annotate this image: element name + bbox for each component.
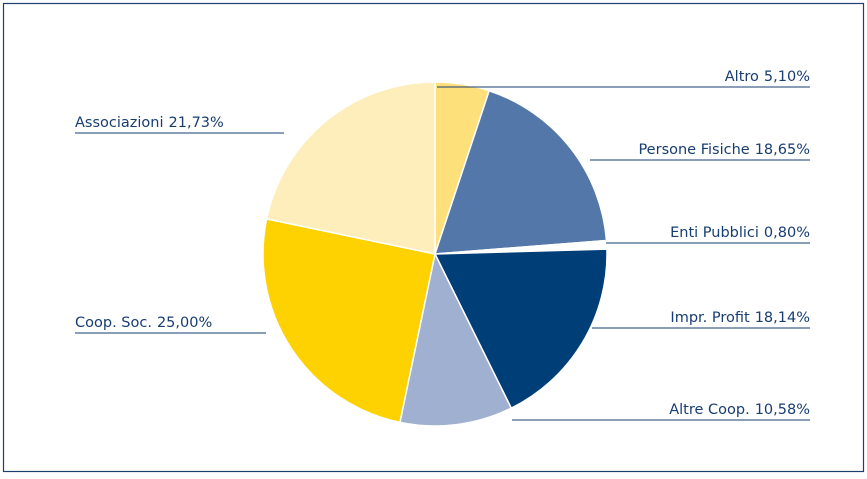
- category-label: Coop. Soc.: [75, 315, 152, 331]
- category-label: Altre Coop.: [669, 402, 750, 418]
- pie-slice: [433, 248, 608, 410]
- slice-label: Persone Fisiche 18,65%: [638, 142, 810, 158]
- slice-label: Enti Pubblici 0,80%: [670, 225, 810, 241]
- value-label: 18,14%: [755, 310, 810, 326]
- category-label: Enti Pubblici: [670, 225, 759, 241]
- category-label: Associazioni: [75, 115, 164, 131]
- category-label: Persone Fisiche: [638, 142, 749, 158]
- value-label: 21,73%: [169, 115, 224, 131]
- category-label: Altro: [725, 69, 759, 85]
- value-label: 10,58%: [755, 402, 810, 418]
- slice-label: Impr. Profit 18,14%: [670, 310, 810, 326]
- value-label: 5,10%: [764, 69, 810, 85]
- slice-label: Coop. Soc. 25,00%: [75, 315, 212, 331]
- value-label: 18,65%: [755, 142, 810, 158]
- pie-slice: [262, 218, 436, 424]
- slice-label: Associazioni 21,73%: [75, 115, 224, 131]
- value-label: 0,80%: [764, 225, 810, 241]
- slice-label: Altre Coop. 10,58%: [669, 402, 810, 418]
- value-label: 25,00%: [157, 315, 212, 331]
- category-label: Impr. Profit: [670, 310, 750, 326]
- slice-label: Altro 5,10%: [725, 69, 810, 85]
- pie-slice: [265, 81, 436, 255]
- pie-slice: [433, 89, 608, 255]
- pie-slice: [399, 251, 513, 427]
